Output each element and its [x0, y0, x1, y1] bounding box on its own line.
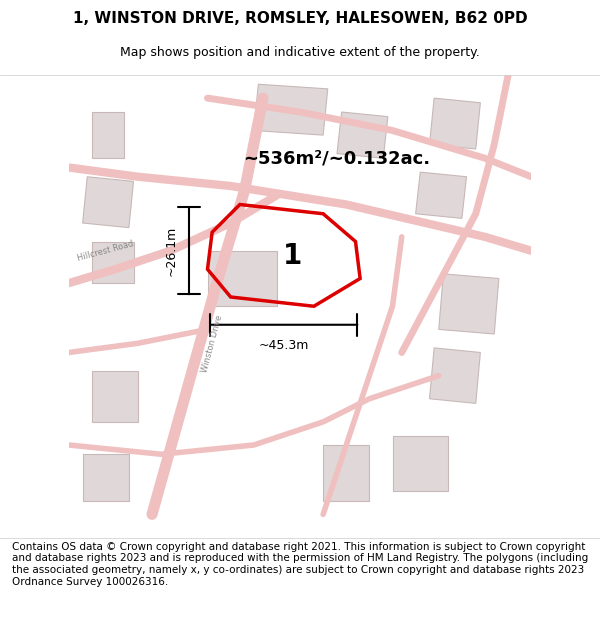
- Text: 1, WINSTON DRIVE, ROMSLEY, HALESOWEN, B62 0PD: 1, WINSTON DRIVE, ROMSLEY, HALESOWEN, B6…: [73, 11, 527, 26]
- Polygon shape: [416, 172, 467, 218]
- Polygon shape: [92, 371, 138, 422]
- Polygon shape: [392, 436, 448, 491]
- Polygon shape: [337, 112, 388, 158]
- Text: 1: 1: [283, 242, 302, 271]
- Polygon shape: [430, 98, 481, 149]
- Polygon shape: [92, 112, 124, 158]
- Text: ~536m²/~0.132ac.: ~536m²/~0.132ac.: [244, 149, 431, 168]
- Text: Map shows position and indicative extent of the property.: Map shows position and indicative extent…: [120, 46, 480, 59]
- Text: Hillcrest Road: Hillcrest Road: [77, 239, 135, 262]
- Polygon shape: [254, 84, 328, 135]
- Polygon shape: [83, 177, 133, 227]
- Text: ~45.3m: ~45.3m: [259, 339, 309, 352]
- Text: Contains OS data © Crown copyright and database right 2021. This information is : Contains OS data © Crown copyright and d…: [12, 542, 588, 587]
- Polygon shape: [83, 454, 129, 501]
- Polygon shape: [323, 445, 370, 501]
- Polygon shape: [439, 274, 499, 334]
- Polygon shape: [430, 348, 481, 403]
- Polygon shape: [92, 241, 133, 283]
- Text: ~26.1m: ~26.1m: [164, 226, 178, 276]
- Polygon shape: [208, 251, 277, 306]
- Text: Winston Drive: Winston Drive: [200, 314, 224, 373]
